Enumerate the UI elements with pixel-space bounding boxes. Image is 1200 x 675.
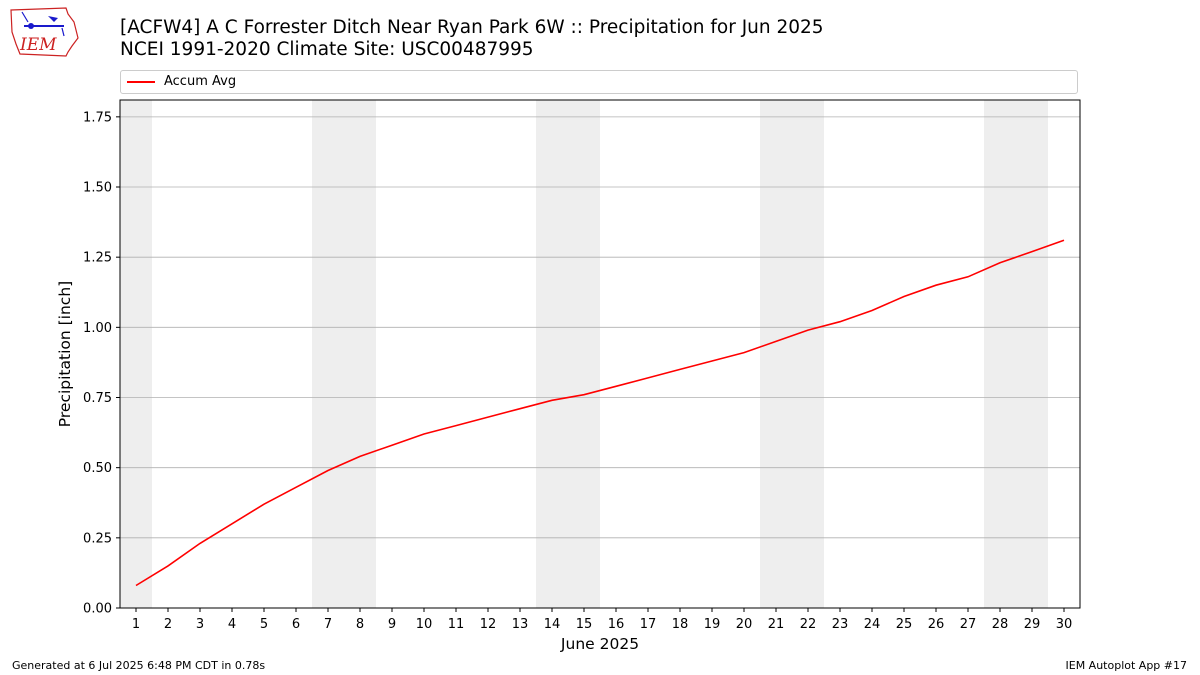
weekend-band <box>984 100 1016 608</box>
weekend-band <box>792 100 824 608</box>
x-tick-label: 19 <box>704 617 721 632</box>
x-tick-label: 9 <box>388 617 396 632</box>
data-point <box>455 425 457 427</box>
data-point <box>135 585 137 587</box>
chart-title: [ACFW4] A C Forrester Ditch Near Ryan Pa… <box>120 17 824 61</box>
weekend-band <box>1016 100 1048 608</box>
x-tick-label: 29 <box>1024 617 1041 632</box>
x-tick-label: 16 <box>608 617 625 632</box>
title-line-2: NCEI 1991-2020 Climate Site: USC00487995 <box>120 39 534 60</box>
x-tick-label: 28 <box>992 617 1009 632</box>
x-tick-label: 8 <box>356 617 364 632</box>
data-point <box>1031 251 1033 253</box>
data-point <box>775 340 777 342</box>
x-tick-label: 4 <box>228 617 236 632</box>
data-point <box>903 296 905 298</box>
data-point <box>199 543 201 545</box>
legend: Accum Avg <box>120 70 1078 94</box>
y-tick-label: 0.00 <box>83 602 112 617</box>
title-line-1: [ACFW4] A C Forrester Ditch Near Ryan Pa… <box>120 17 824 38</box>
x-tick-label: 11 <box>448 617 465 632</box>
x-tick-label: 21 <box>768 617 785 632</box>
data-point <box>1063 239 1065 241</box>
data-point <box>679 369 681 371</box>
y-axis-label: Precipitation [inch] <box>56 281 74 427</box>
x-tick-label: 24 <box>864 617 881 632</box>
data-point <box>743 352 745 354</box>
x-tick-label: 26 <box>928 617 945 632</box>
footer-generated: Generated at 6 Jul 2025 6:48 PM CDT in 0… <box>12 659 266 672</box>
x-tick-label: 12 <box>480 617 497 632</box>
y-tick-label: 1.00 <box>83 321 112 336</box>
data-point <box>487 416 489 418</box>
data-point <box>583 394 585 396</box>
x-tick-label: 25 <box>896 617 913 632</box>
weekend-band <box>536 100 568 608</box>
weekend-band <box>312 100 344 608</box>
legend-swatch-accum-avg <box>127 81 155 83</box>
x-tick-label: 1 <box>132 617 140 632</box>
x-tick-label: 23 <box>832 617 849 632</box>
data-point <box>167 565 169 567</box>
y-tick-label: 0.50 <box>83 461 112 476</box>
data-point <box>391 444 393 446</box>
weekend-band <box>120 100 152 608</box>
y-tick-label: 1.75 <box>83 110 112 125</box>
series-line-accum-avg <box>135 239 1065 587</box>
data-point <box>871 310 873 312</box>
x-tick-label: 3 <box>196 617 204 632</box>
x-tick-label: 17 <box>640 617 657 632</box>
data-point <box>519 408 521 410</box>
y-tick-label: 0.25 <box>83 531 112 546</box>
x-tick-label: 2 <box>164 617 172 632</box>
logo-text: IEM <box>19 35 57 55</box>
x-tick-label: 27 <box>960 617 977 632</box>
data-point <box>999 262 1001 264</box>
plot-frame <box>119 99 1081 609</box>
x-tick-label: 6 <box>292 617 300 632</box>
y-tick-label: 1.50 <box>83 181 112 196</box>
data-point <box>839 321 841 323</box>
legend-label-accum-avg: Accum Avg <box>164 74 237 89</box>
x-tick-label: 13 <box>512 617 529 632</box>
x-tick-label: 14 <box>544 617 561 632</box>
data-point <box>647 377 649 379</box>
x-axis-label: June 2025 <box>560 635 639 653</box>
footer-app: IEM Autoplot App #17 <box>1065 659 1188 672</box>
data-point <box>327 470 329 472</box>
data-point <box>423 433 425 435</box>
x-tick-label: 5 <box>260 617 268 632</box>
weekend-band <box>760 100 792 608</box>
x-tick-label: 18 <box>672 617 689 632</box>
data-point <box>967 276 969 278</box>
data-point <box>711 360 713 362</box>
data-point <box>551 399 553 401</box>
data-point <box>263 503 265 505</box>
x-tick-label: 15 <box>576 617 593 632</box>
iem-logo: IEM <box>10 7 79 57</box>
data-point <box>231 523 233 525</box>
y-tick-label: 1.25 <box>83 251 112 266</box>
x-tick-label: 22 <box>800 617 817 632</box>
data-point <box>359 456 361 458</box>
weekend-band <box>568 100 600 608</box>
weekend-band <box>344 100 376 608</box>
data-point <box>935 284 937 286</box>
data-point <box>615 385 617 387</box>
x-tick-label: 7 <box>324 617 332 632</box>
data-point <box>807 329 809 331</box>
x-tick-label: 30 <box>1056 617 1073 632</box>
x-tick-label: 20 <box>736 617 753 632</box>
x-tick-label: 10 <box>416 617 433 632</box>
y-tick-label: 0.75 <box>83 391 112 406</box>
data-point <box>295 486 297 488</box>
